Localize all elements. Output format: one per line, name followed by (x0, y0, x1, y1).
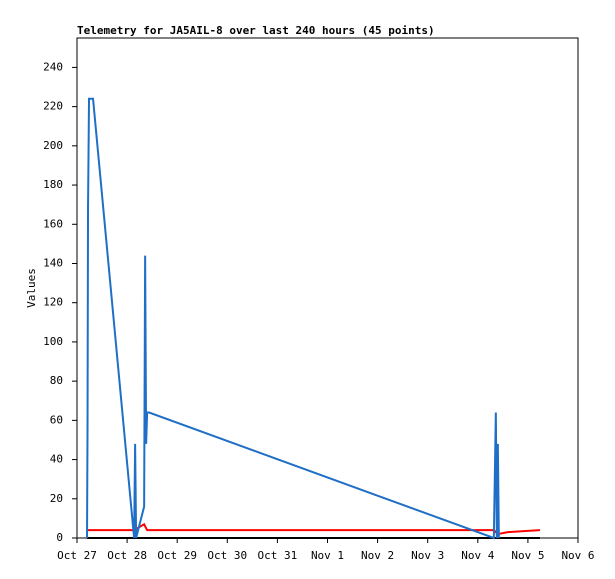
series-line (86, 97, 500, 540)
y-tick-label: 60 (50, 413, 63, 426)
y-tick-label: 100 (43, 335, 63, 348)
y-tick-label: 200 (43, 139, 63, 152)
x-tick-label: Nov 1 (311, 549, 344, 562)
y-tick-label: 160 (43, 217, 63, 230)
y-tick-label: 80 (50, 374, 63, 387)
y-tick-label: 180 (43, 178, 63, 191)
y-tick-label: 0 (56, 531, 63, 544)
y-axis-label: Values (25, 268, 38, 308)
x-tick-label: Nov 6 (561, 549, 594, 562)
x-tick-label: Oct 28 (107, 549, 147, 562)
y-tick-label: 240 (43, 60, 63, 73)
x-tick-label: Oct 31 (258, 549, 298, 562)
x-tick-label: Oct 29 (157, 549, 197, 562)
y-tick-label: 220 (43, 100, 63, 113)
plot-frame (76, 37, 579, 539)
x-tick-label: Nov 4 (461, 549, 494, 562)
x-tick-label: Oct 27 (57, 549, 97, 562)
x-tick-label: Oct 30 (207, 549, 247, 562)
y-tick-label: 140 (43, 256, 63, 269)
y-tick-label: 120 (43, 296, 63, 309)
x-tick-label: Nov 2 (361, 549, 394, 562)
y-tick-label: 40 (50, 453, 63, 466)
y-tick-label: 20 (50, 492, 63, 505)
x-tick-label: Nov 5 (511, 549, 544, 562)
chart-title: Telemetry for JA5AIL-8 over last 240 hou… (77, 24, 435, 37)
x-tick-label: Nov 3 (411, 549, 444, 562)
